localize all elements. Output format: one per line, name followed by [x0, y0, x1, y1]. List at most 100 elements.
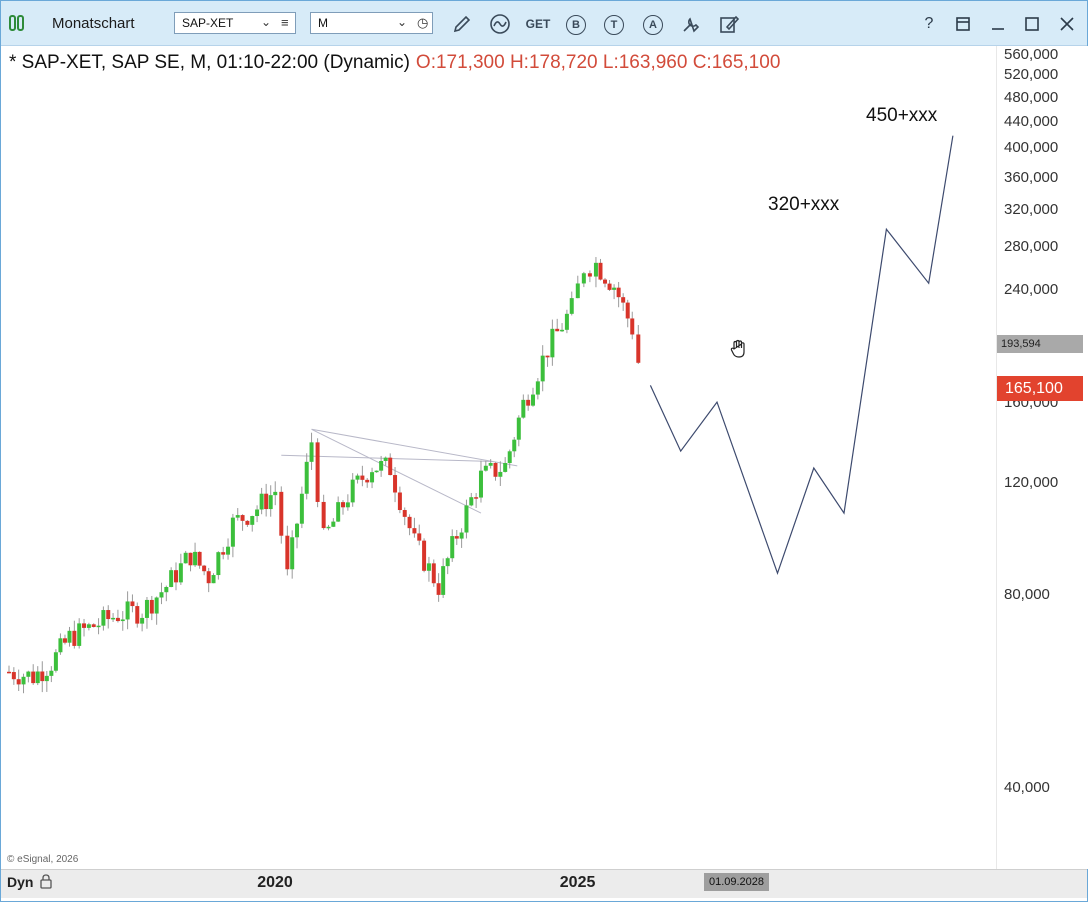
candle-down — [62, 638, 67, 643]
candle-up — [111, 617, 116, 620]
window-title: Monatschart — [52, 15, 135, 32]
candle-down — [526, 399, 531, 406]
candle-up — [125, 601, 130, 620]
close-icon[interactable] — [1054, 11, 1080, 37]
candle-up — [383, 457, 388, 461]
chart-header: * SAP-XET, SAP SE, M, 01:10-22:00 (Dynam… — [9, 52, 780, 74]
candle-down — [493, 462, 498, 477]
candle-up — [445, 558, 450, 567]
candle-down — [393, 475, 398, 493]
interval-input[interactable]: M ⌄ ◷ — [310, 12, 433, 34]
candle-up — [503, 463, 508, 472]
candle-up — [53, 652, 58, 671]
candle-down — [202, 565, 207, 572]
wrench-icon[interactable] — [678, 11, 704, 37]
pencil-icon[interactable] — [449, 11, 475, 37]
candle-up — [531, 394, 536, 406]
symbol-input[interactable]: SAP-XET ⌄ ≡ — [174, 12, 296, 34]
price-tick-label: 320,000 — [1004, 201, 1059, 219]
last-price-tag: 165,100 — [997, 376, 1083, 401]
candle-up — [540, 355, 545, 382]
candle-down — [388, 457, 393, 476]
candle-down — [221, 552, 226, 555]
candle-up — [569, 298, 574, 314]
edit-icon[interactable] — [716, 11, 742, 37]
price-axis[interactable] — [996, 46, 1088, 869]
minimize-icon[interactable] — [985, 11, 1011, 37]
candle-down — [264, 493, 269, 510]
help-button[interactable]: ? — [916, 11, 942, 37]
candle-up — [483, 465, 488, 471]
candle-down — [397, 492, 402, 511]
candle-up — [550, 328, 555, 358]
candle-down — [11, 672, 16, 680]
candle-up — [469, 497, 474, 506]
copyright-text: © eSignal, 2026 — [7, 854, 79, 865]
candle-up — [498, 471, 503, 477]
price-tick-label: 360,000 — [1004, 168, 1059, 186]
candle-up — [159, 592, 164, 598]
candle-up — [521, 399, 526, 418]
candle-down — [630, 318, 635, 335]
b-circle-button[interactable]: B — [563, 11, 589, 37]
price-tick-label: 400,000 — [1004, 139, 1059, 157]
price-chart[interactable] — [1, 46, 996, 869]
candle-down — [436, 583, 441, 595]
candle-up — [575, 283, 580, 299]
candle-down — [82, 623, 87, 628]
help-label: ? — [924, 15, 934, 32]
price-tick-label: 40,000 — [1004, 779, 1050, 797]
lock-icon[interactable] — [39, 873, 53, 890]
candle-up — [299, 493, 304, 524]
target-annotation-upper: 450+xxx — [866, 105, 938, 126]
candle-up — [193, 551, 198, 566]
toolbar: Monatschart SAP-XET ⌄ ≡ M ⌄ ◷ GET B T A … — [1, 1, 1087, 46]
candle-up — [478, 470, 483, 498]
candle-up — [290, 537, 295, 570]
price-tick-label: 80,000 — [1004, 586, 1050, 604]
restore-icon[interactable] — [950, 11, 976, 37]
hand-cursor-icon — [730, 339, 745, 358]
candle-down — [106, 610, 111, 620]
candle-up — [564, 313, 569, 330]
chevron-down-icon[interactable]: ⌄ — [397, 15, 408, 29]
candle-up — [255, 509, 260, 517]
candle-up — [516, 417, 521, 440]
t-circle-button[interactable]: T — [601, 11, 627, 37]
candle-down — [474, 497, 479, 499]
candle-down — [616, 287, 621, 298]
candle-up — [67, 630, 72, 643]
maximize-icon[interactable] — [1019, 11, 1045, 37]
candle-up — [273, 491, 278, 496]
candle-down — [603, 279, 608, 284]
a-circle-button[interactable]: A — [640, 11, 666, 37]
candle-down — [545, 355, 550, 358]
get-button[interactable]: GET — [525, 11, 551, 37]
chevron-down-icon[interactable]: ⌄ — [261, 15, 272, 29]
time-axis[interactable] — [1, 869, 1087, 898]
candle-down — [360, 475, 365, 480]
candle-up — [441, 566, 446, 595]
candle-down — [16, 679, 21, 685]
candle-down — [402, 510, 407, 517]
ohlc-values: O:171,300 H:178,720 L:163,960 C:165,100 — [415, 52, 781, 73]
time-tick-label: 2020 — [257, 874, 293, 891]
candle-down — [621, 297, 626, 303]
list-icon[interactable]: ≡ — [281, 15, 289, 30]
price-tick-label: 440,000 — [1004, 112, 1059, 130]
candle-up — [211, 575, 216, 584]
candle-down — [40, 671, 45, 682]
wave-icon[interactable] — [487, 11, 513, 37]
clock-icon[interactable]: ◷ — [417, 15, 429, 30]
candle-down — [7, 671, 11, 674]
dynamic-mode-label[interactable]: Dyn — [7, 874, 34, 890]
candle-up — [512, 439, 517, 452]
symbol-line: * SAP-XET, SAP SE, M, 01:10-22:00 (Dynam… — [9, 52, 410, 73]
candle-up — [374, 470, 379, 473]
candle-up — [336, 502, 341, 522]
candle-down — [636, 334, 641, 363]
candle-up — [581, 273, 586, 284]
candle-up — [304, 461, 309, 494]
symbol-value: SAP-XET — [182, 16, 234, 30]
chart-app-icon — [9, 15, 24, 31]
